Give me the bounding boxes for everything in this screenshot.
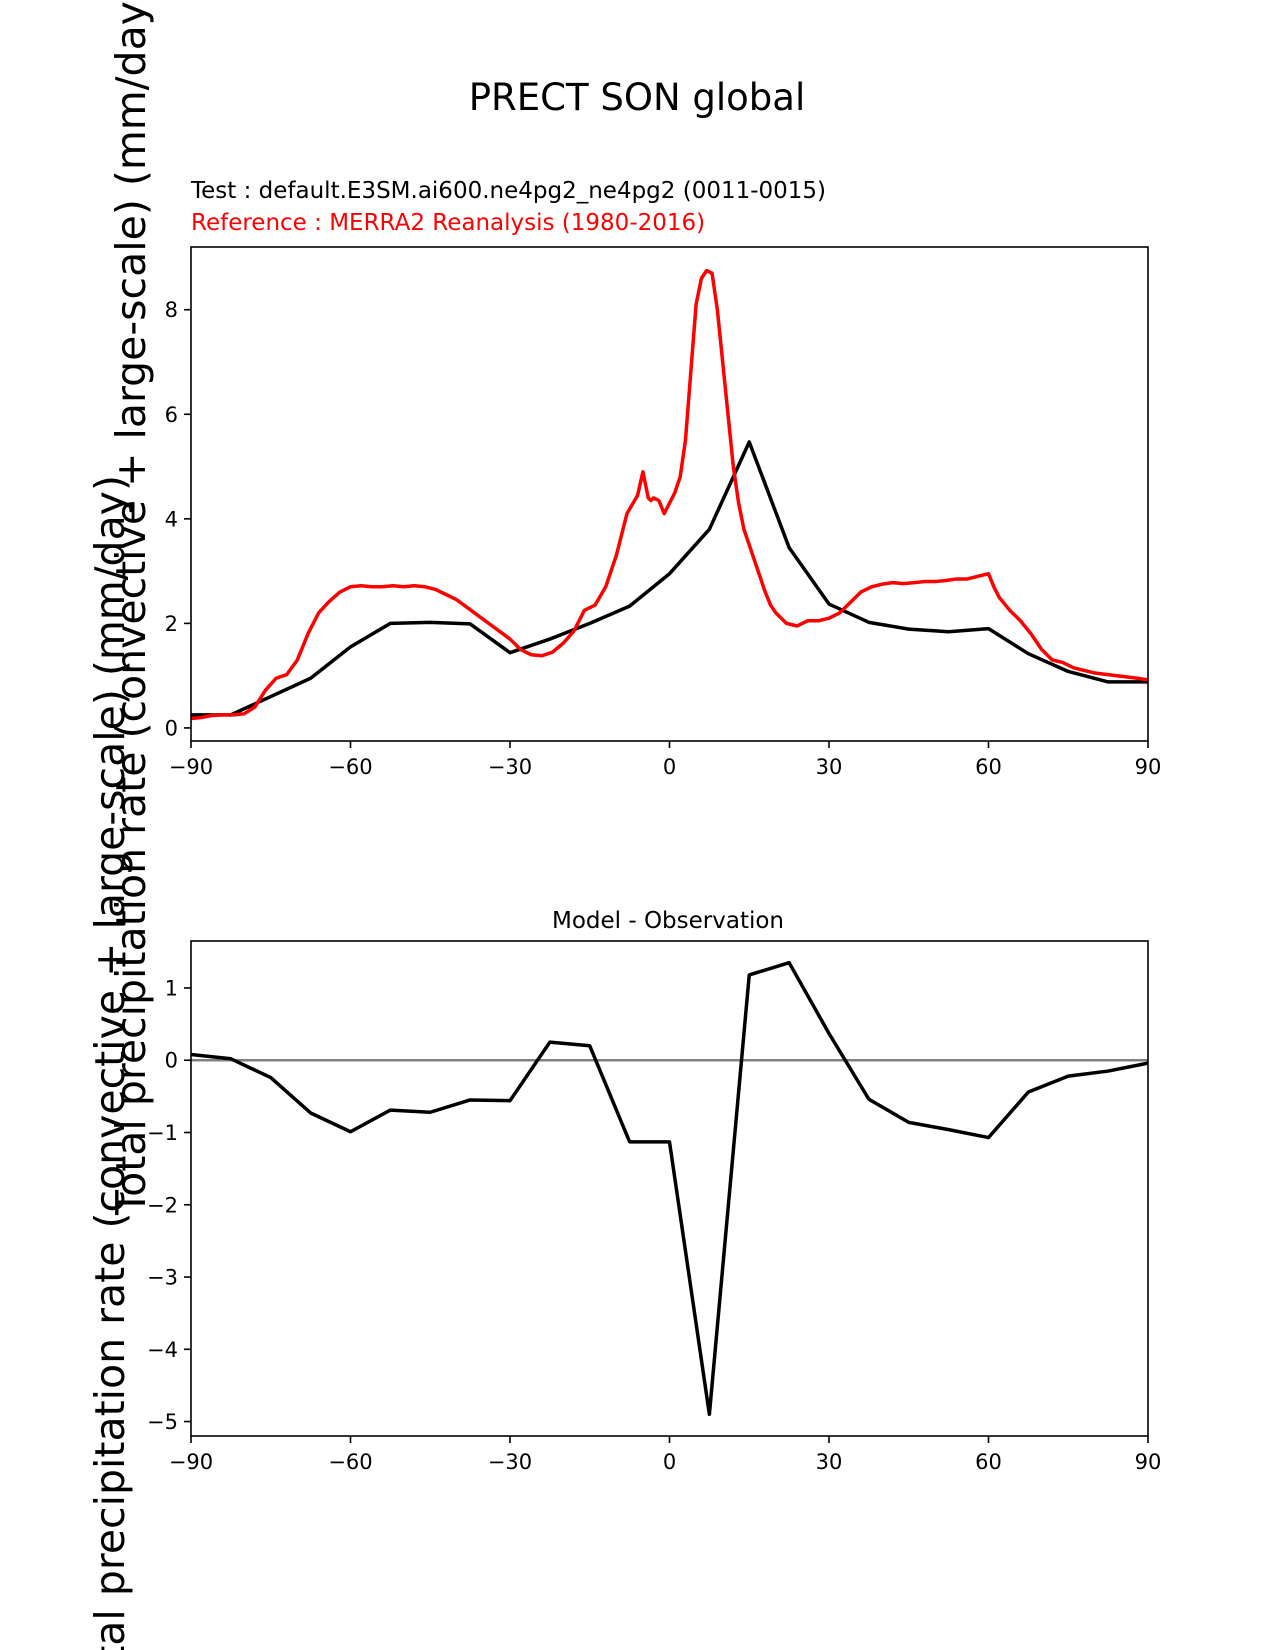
x-tick-label: 0: [663, 1450, 676, 1474]
y-tick-label: −4: [147, 1338, 178, 1362]
bottom-panel-ylabel: Total precipitation rate (convective + l…: [86, 475, 134, 1650]
y-tick-label: 4: [165, 507, 178, 531]
x-tick-label: 90: [1135, 755, 1162, 779]
y-tick-label: −1: [147, 1121, 178, 1145]
x-tick-label: 30: [816, 1450, 843, 1474]
x-tick-label: 60: [975, 1450, 1002, 1474]
y-tick-label: 2: [165, 612, 178, 636]
y-tick-label: 0: [165, 716, 178, 740]
x-tick-label: 60: [975, 755, 1002, 779]
y-tick-label: 8: [165, 298, 178, 322]
top-panel-ylabel: Total precipitation rate (convective + l…: [107, 0, 155, 1216]
x-tick-label: 30: [816, 755, 843, 779]
x-tick-label: −90: [169, 755, 213, 779]
x-tick-label: 90: [1135, 1450, 1162, 1474]
y-tick-label: −5: [147, 1410, 178, 1434]
x-tick-label: −60: [328, 755, 372, 779]
x-tick-label: 0: [663, 755, 676, 779]
axes-frame: [190, 246, 1149, 742]
y-tick-label: −3: [147, 1266, 178, 1290]
zonal-mean-panel: −90 −60 −30 0 30 60 90 0 2 4 6 8: [165, 246, 1162, 779]
y-tick-label: −2: [147, 1193, 178, 1217]
difference-panel-title: Model - Observation: [552, 908, 784, 934]
series-line-difference: [190, 960, 1149, 1417]
y-tick-label: 6: [165, 403, 178, 427]
x-tick-label: −90: [169, 1450, 213, 1474]
axes-frame: [190, 940, 1149, 1437]
y-tick-label: 0: [165, 1049, 178, 1073]
x-tick-label: −30: [488, 755, 532, 779]
reference-dataset-label: Reference : MERRA2 Reanalysis (1980-2016…: [191, 210, 705, 236]
series-line-reference: [190, 268, 1149, 721]
series-line-test: [191, 440, 1148, 717]
figure-title: PRECT SON global: [469, 76, 806, 119]
y-tick-label: 1: [165, 976, 178, 1000]
difference-panel: −90 −60 −30 0 30 60 90 1 0 −1 −2 −3 −4 −5: [147, 940, 1162, 1474]
test-dataset-label: Test : default.E3SM.ai600.ne4pg2_ne4pg2 …: [190, 178, 826, 204]
x-tick-label: −30: [488, 1450, 532, 1474]
x-tick-label: −60: [328, 1450, 372, 1474]
